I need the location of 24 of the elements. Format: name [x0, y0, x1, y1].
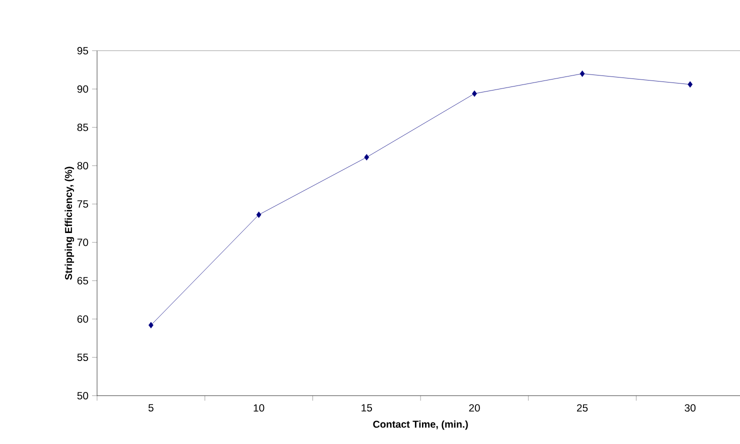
point: [364, 154, 370, 160]
y-tick-label: 75: [77, 200, 88, 208]
y-tick-label: 80: [77, 162, 88, 170]
x-tick-label: 25: [577, 404, 588, 412]
y-tick-label: 60: [77, 315, 88, 323]
x-tick-label: 10: [254, 404, 264, 412]
y-tick-label: 70: [77, 238, 88, 246]
y-tick-label: 85: [77, 124, 88, 132]
y-tick-label: 90: [77, 85, 88, 93]
y-tick-label: 95: [77, 46, 88, 54]
x-tick-label: 20: [469, 404, 480, 412]
point: [580, 70, 585, 77]
point: [472, 90, 477, 97]
point: [148, 322, 154, 328]
point: [256, 212, 262, 218]
y-tick-label: 65: [77, 276, 88, 284]
y-axis-title: Stripping Efficiency, (%): [64, 166, 74, 280]
y-tick-label: 50: [77, 392, 88, 400]
x-tick-label: 5: [148, 404, 154, 412]
point: [688, 81, 693, 88]
x-tick-label: 30: [684, 404, 696, 412]
y-tick-label: 55: [77, 354, 88, 362]
x-axis-title: Contact Time, (min.): [373, 420, 468, 430]
x-tick-label: 15: [362, 404, 372, 412]
